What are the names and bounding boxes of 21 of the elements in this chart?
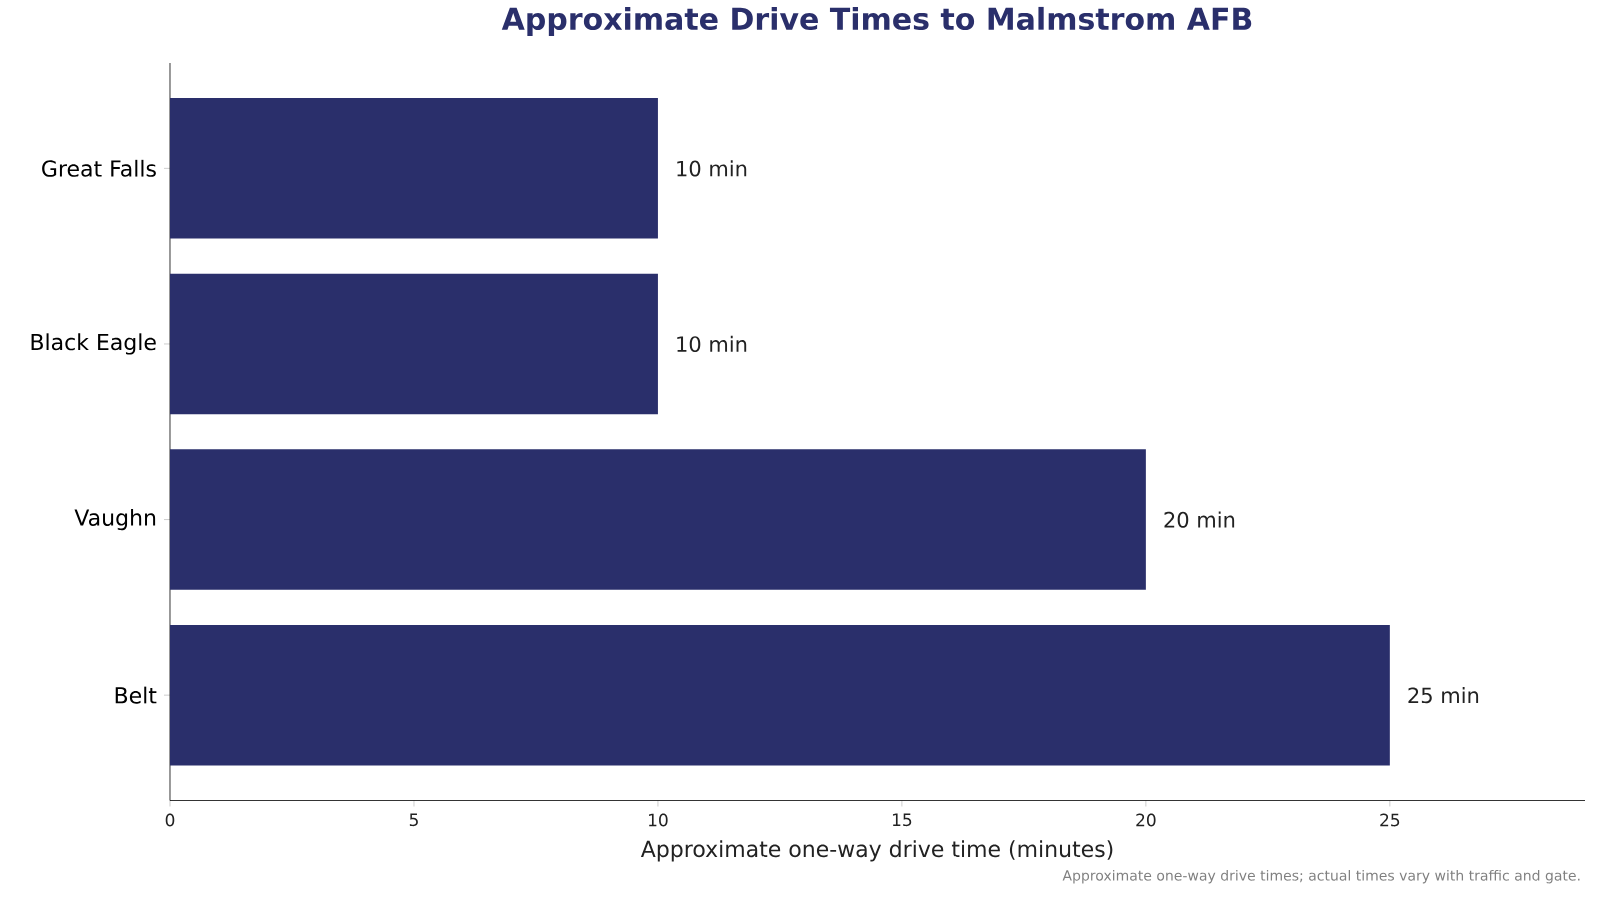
x-tick-label: 25 — [1380, 813, 1400, 827]
data-label: 25 min — [1408, 687, 1479, 704]
y-tick-label: Black Eagle — [31, 333, 156, 355]
x-tick-label: 10 — [649, 813, 668, 827]
bar — [170, 273, 658, 415]
y-tick-label: Vaughn — [74, 508, 156, 531]
data-label: 10 min — [677, 160, 747, 177]
bar — [170, 98, 658, 239]
data-label: 20 min — [1164, 511, 1235, 528]
x-axis-title: Approximate one-way drive time (minutes) — [640, 840, 1113, 862]
y-tick-label: Great Falls — [42, 159, 156, 177]
chart-title: Approximate Drive Times to Malmstrom AFB — [501, 6, 1252, 36]
bar — [170, 624, 1390, 766]
x-tick-label: 15 — [892, 813, 912, 827]
text: Approximate one-way drive times; actual times vary with traffic and gate. — [1062, 869, 1580, 884]
data-label: 10 min — [677, 335, 747, 353]
x-tick-label: 5 — [409, 813, 418, 827]
y-tick-label: Belt — [115, 686, 157, 704]
x-tick-label: 0 — [165, 813, 175, 827]
x-tick-label: 20 — [1136, 813, 1156, 827]
bar — [170, 449, 1146, 590]
